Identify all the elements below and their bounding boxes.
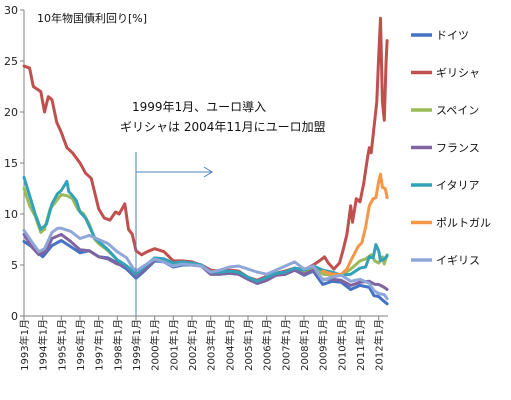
- x-tick-label: 2010年1月: [335, 319, 348, 371]
- legend-label: フランス: [436, 142, 480, 155]
- legend-label: スペイン: [436, 104, 479, 117]
- x-tick-label: 2011年1月: [354, 319, 367, 371]
- arrow-head: [203, 166, 213, 178]
- x-tick-label: 1994年1月: [37, 319, 50, 371]
- annotation-text-line-1: 1999年1月、ユーロ導入: [132, 100, 266, 114]
- y-tick-label: 25: [4, 55, 18, 68]
- series-line: [22, 175, 389, 283]
- x-tick-label: 2012年1月: [373, 319, 386, 371]
- x-tick-label: 1996年1月: [74, 319, 87, 371]
- x-tick-label: 2000年1月: [149, 319, 162, 371]
- y-tick-label: 30: [4, 4, 18, 17]
- annotation: 1999年1月、ユーロ導入 ギリシャは 2004年11月にユーロ加盟: [120, 100, 326, 316]
- legend-label: イタリア: [436, 179, 480, 192]
- y-tick-label: 10: [4, 208, 18, 221]
- x-tick-label: 2002年1月: [186, 319, 199, 371]
- x-tick-label: 2007年1月: [279, 319, 292, 371]
- series-line: [22, 226, 389, 301]
- legend-label: ドイツ: [436, 29, 469, 42]
- x-tick-label: 2005年1月: [242, 319, 255, 371]
- x-tick-label: 2004年1月: [223, 319, 236, 371]
- x-tick-label: 2008年1月: [298, 319, 311, 371]
- y-tick-label: 5: [11, 259, 18, 272]
- legend-label: ポルトガル: [436, 217, 491, 230]
- x-tick-label: 1998年1月: [111, 319, 124, 371]
- axes: 0 5 10 15 20 25 30 1993年1月 1994年1月 1995年1月 1996年1月…: [4, 4, 388, 371]
- x-tick-label: 2006年1月: [261, 319, 274, 371]
- x-tick-label: 1997年1月: [93, 319, 106, 371]
- series-line: [22, 232, 389, 291]
- x-tick-label: 2003年1月: [205, 319, 218, 371]
- x-tick-label: 1995年1月: [55, 319, 68, 371]
- chart-title: 10年物国債利回り[%]: [37, 11, 147, 25]
- y-tick-label: 15: [4, 157, 18, 170]
- series-line: [321, 172, 389, 276]
- y-tick-label: 0: [11, 310, 18, 323]
- annotation-text-line-2: ギリシャは 2004年11月にユーロ加盟: [120, 120, 326, 134]
- x-tick-label: 1999年1月: [130, 319, 143, 371]
- legend-label: イギリス: [436, 254, 480, 267]
- x-tick-label: 2001年1月: [167, 319, 180, 371]
- series-line: [22, 16, 389, 282]
- x-tick-label: 1993年1月: [18, 319, 31, 371]
- legend-label: ギリシャ: [436, 67, 480, 80]
- x-tick-label: 2009年1月: [317, 319, 330, 371]
- y-tick-label: 20: [4, 106, 18, 119]
- series-lines: [22, 16, 389, 306]
